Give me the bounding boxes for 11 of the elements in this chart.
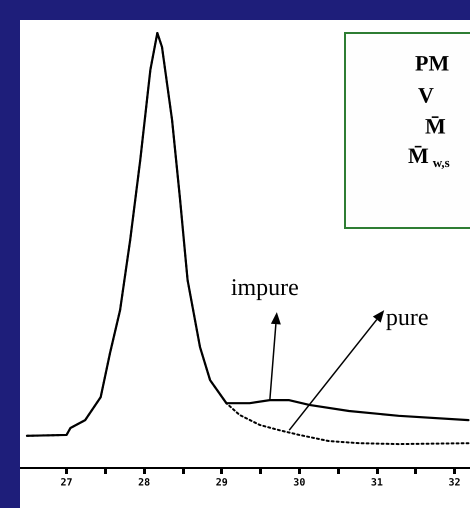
x-tick-label: 29: [216, 478, 228, 488]
x-tick-label: 31: [370, 478, 383, 488]
annotation: PM: [415, 50, 450, 76]
x-tick-label: 28: [138, 478, 150, 488]
x-tick-label: 30: [293, 478, 306, 488]
x-tick-label: 32: [448, 478, 461, 488]
annotation: pure: [386, 305, 429, 332]
annotation: M̄: [425, 114, 446, 138]
annotation: impure: [230, 275, 299, 302]
annotation: V: [418, 82, 434, 108]
x-tick-label: 27: [60, 478, 73, 488]
